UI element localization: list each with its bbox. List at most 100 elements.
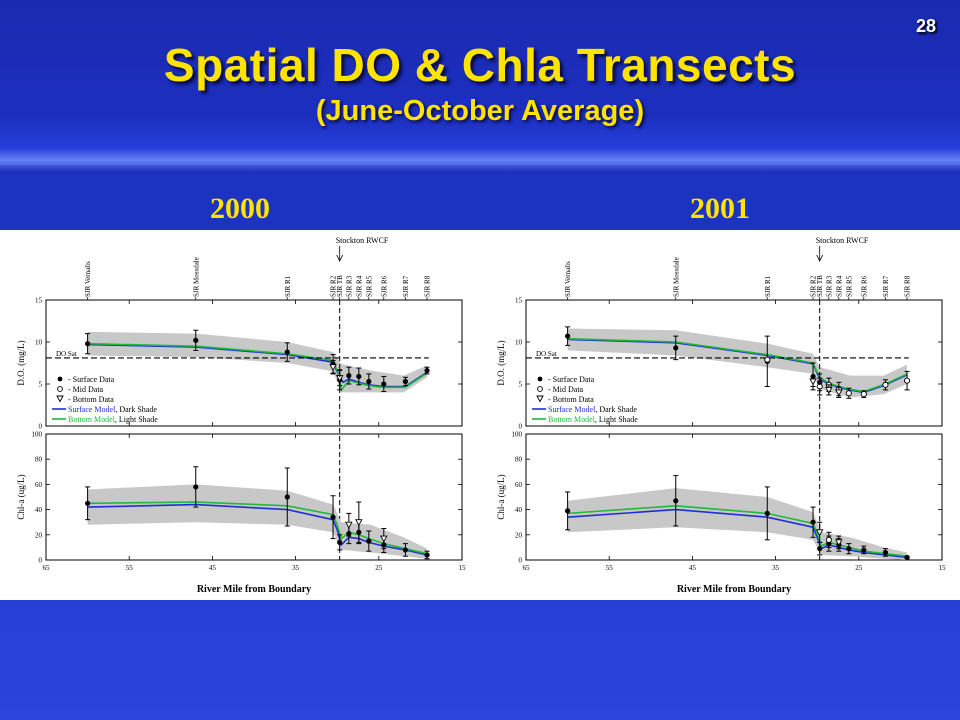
- station-label: SJR R8: [424, 275, 432, 297]
- do-2000-surface-data-point: [402, 378, 409, 385]
- slide-number: 28: [915, 16, 936, 36]
- do-sat-label: DO Sat: [56, 350, 77, 358]
- chl-2000-plot-frame: [45, 433, 463, 561]
- do-2000-ytick-label: 10: [35, 339, 43, 347]
- chl-2001-surface-data-point: [673, 498, 679, 504]
- chl-2001-bottom-data-point: [835, 539, 843, 547]
- do-2000-bottom-data-point: [329, 364, 337, 372]
- do-2001-ytick-label: 5: [519, 381, 523, 389]
- station-label: SJR R2: [330, 275, 338, 297]
- station-label: SJR R5: [365, 275, 373, 297]
- x-axis-label: River Mile from Boundary: [677, 584, 791, 595]
- legend-mid-marker: [57, 386, 63, 392]
- do-2001-mid-data-point: [845, 390, 852, 397]
- do-sat-label: DO Sat: [536, 350, 557, 358]
- chl-2001-ytick-label: 60: [515, 481, 523, 489]
- do-2001-mid-data-point: [904, 377, 911, 384]
- station-label: SJR R4: [355, 275, 363, 297]
- do-2001-model-shade: [567, 328, 908, 398]
- legend-surface-data: - Surface Data: [548, 375, 595, 384]
- transect-figure: 0 5 10 15 D.O. (mg/L) DO Sat SJR Vernalis SJR M…: [16, 236, 947, 595]
- chl-2000-ytick-label: 40: [35, 506, 43, 514]
- legend-bottom-data: - Bottom Data: [68, 395, 114, 404]
- chl-2001-xtick-label: 45: [689, 564, 697, 572]
- do-2000-ytick-label: 5: [39, 381, 43, 389]
- chl-2000-surface-data-point: [85, 500, 91, 506]
- chl-2001-xtick-label: 15: [939, 564, 947, 572]
- station-label: SJR Vernalis: [84, 261, 92, 297]
- station-label: SJR TB: [816, 275, 824, 297]
- chl-2001-bottom-data-point: [815, 529, 824, 537]
- station-label: SJR TB: [336, 275, 344, 297]
- stockton-label: Stockton RWCF: [816, 236, 869, 245]
- legend-mid-data: - Mid Data: [548, 385, 584, 394]
- chl-2000-surface-data-point: [337, 539, 343, 545]
- chl-2001-ytick-label: 40: [515, 506, 523, 514]
- legend-mid-data: - Mid Data: [68, 385, 104, 394]
- chl-2000-ytick-label: 80: [35, 456, 43, 464]
- chl-2000-surface-data-point: [402, 547, 409, 553]
- station-label: SJR R5: [845, 275, 853, 297]
- do-2000-ylabel: D.O. (mg/L): [16, 340, 26, 385]
- legend-surface-marker: [537, 376, 543, 382]
- chl-2000-xtick-label: 55: [126, 564, 134, 572]
- chl-2000-surface-data-point: [284, 494, 290, 500]
- chl-2000-surface-data-point: [424, 552, 430, 558]
- chl-2001-mid-data-point: [825, 536, 832, 543]
- chl-2001-xtick-label: 65: [523, 564, 531, 572]
- chl-2000-ylabel: Chl-a (ug/L): [16, 474, 26, 519]
- chl-2001-ylabel: Chl-a (ug/L): [496, 474, 506, 519]
- legend-bottom-model: Bottom Model, Light Shade: [68, 415, 158, 424]
- station-label: SJR Mossdale: [192, 257, 200, 297]
- chl-2000-xtick-label: 45: [209, 564, 217, 572]
- station-label: SJR R1: [764, 275, 772, 297]
- chl-2000-surface-data-point: [330, 514, 336, 520]
- do-2000-plot-frame: [45, 299, 463, 427]
- legend-surface-data: - Surface Data: [68, 375, 115, 384]
- do-2001-bottom-data-point: [835, 389, 843, 397]
- do-2000-model-shade: [87, 331, 428, 393]
- chl-2001-surface-data-point: [565, 508, 571, 514]
- do-2000-ytick-label: 0: [39, 423, 43, 431]
- chl-2001-xtick-label: 55: [606, 564, 614, 572]
- chl-2001-surface-data-point: [764, 510, 770, 516]
- do-2000-surface-data-point: [284, 349, 290, 355]
- do-2001-ytick-label: 15: [515, 297, 523, 305]
- chl-2001-surface-data-point: [861, 547, 867, 553]
- chl-2001-ytick-label: 20: [515, 531, 523, 539]
- chl-2001-bottom-model-line: [567, 505, 908, 558]
- legend-bottom-model: Bottom Model, Light Shade: [548, 415, 638, 424]
- station-label: SJR R1: [284, 275, 292, 297]
- stockton-arrow-head: [816, 254, 824, 262]
- chl-2000-xtick-label: 35: [292, 564, 300, 572]
- station-label: SJR Vernalis: [564, 261, 572, 297]
- chl-2000-surface-data-point: [366, 538, 372, 544]
- figure-panel: 0 5 10 15 D.O. (mg/L) DO Sat SJR Vernalis SJR M…: [0, 230, 960, 600]
- legend: - Surface Data- Mid Data- Bottom DataSur…: [52, 375, 158, 424]
- do-2001-bottom-data-point: [809, 378, 817, 386]
- chl-2000-ytick-label: 20: [35, 531, 43, 539]
- chl-2000-xtick-label: 15: [459, 564, 467, 572]
- chl-2000-bottom-data-point: [355, 519, 363, 527]
- station-label: SJR Mossdale: [672, 257, 680, 297]
- station-label: SJR R4: [835, 275, 843, 297]
- chl-2000-ytick-label: 0: [39, 557, 43, 565]
- chl-2000-model-shade: [87, 484, 428, 559]
- do-2001-surface-data-point: [673, 345, 679, 351]
- chl-2001-ytick-label: 100: [512, 431, 523, 439]
- do-2000-surface-model-line: [87, 343, 428, 388]
- do-2001-ytick-label: 10: [515, 339, 523, 347]
- chl-2001-plot-frame: [525, 433, 943, 561]
- legend-bottom-data: - Bottom Data: [548, 395, 594, 404]
- do-2000-surface-data-point: [193, 337, 199, 343]
- chl-2001-surface-data-point: [846, 546, 852, 552]
- station-label: SJR R3: [345, 275, 353, 297]
- station-label: SJR R2: [810, 275, 818, 297]
- chl-2000-bottom-data-point: [345, 521, 353, 529]
- chl-2001-ytick-label: 0: [519, 557, 523, 565]
- chl-2000-xtick-label: 65: [43, 564, 51, 572]
- legend-bottom-marker: [56, 395, 64, 403]
- chl-2001-surface-data-point: [904, 554, 910, 561]
- do-2000-surface-data-point: [424, 367, 430, 374]
- legend-surface-marker: [57, 376, 63, 382]
